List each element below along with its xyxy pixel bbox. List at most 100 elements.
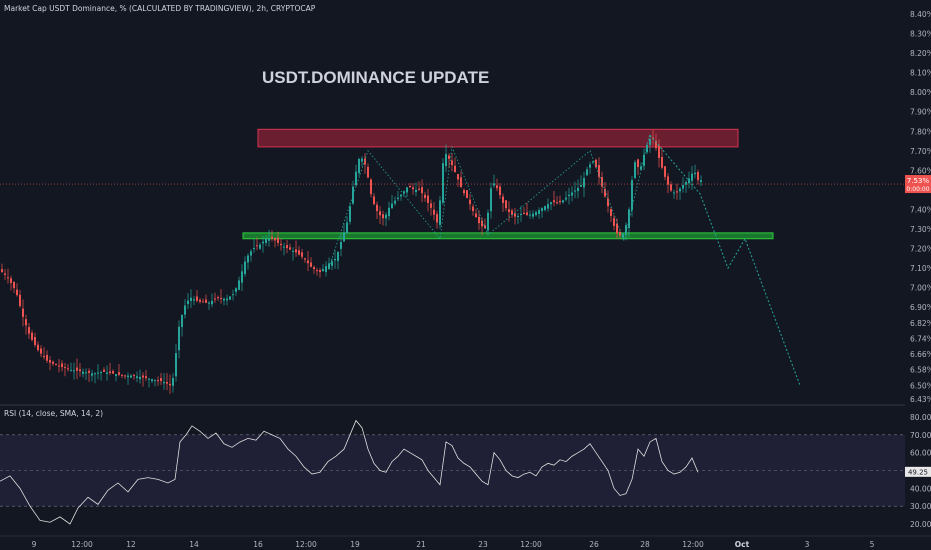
time-tick-label: Oct: [735, 540, 750, 549]
candle: [583, 178, 585, 188]
candle: [121, 374, 123, 376]
price-candles: [1, 129, 702, 394]
candle: [199, 299, 201, 302]
candle: [664, 166, 666, 177]
time-tick-label: 23: [478, 540, 488, 549]
candle: [478, 216, 480, 224]
candle: [298, 250, 300, 255]
price-tick-label: 7.70%: [910, 147, 931, 156]
time-tick-label: 21: [416, 540, 426, 549]
candle: [376, 204, 378, 212]
candle: [52, 361, 54, 364]
candle: [94, 373, 96, 375]
candle: [406, 187, 408, 193]
candle: [400, 194, 402, 197]
candle: [442, 163, 444, 203]
support-zone[interactable]: [242, 232, 774, 240]
candle: [241, 271, 243, 283]
rsi-tick-label: 30.00: [910, 502, 931, 511]
time-tick-label: 16: [253, 540, 263, 549]
candle: [673, 192, 675, 194]
candle: [670, 184, 672, 191]
candle: [223, 298, 225, 301]
price-tick-label: 7.60%: [910, 166, 931, 175]
candle: [658, 145, 660, 158]
candle: [643, 154, 645, 166]
candle: [295, 249, 297, 253]
candle: [283, 246, 285, 248]
candle: [388, 207, 390, 217]
candle: [133, 374, 135, 376]
candle: [457, 174, 459, 180]
price-tick-label: 7.00%: [910, 284, 931, 293]
candle: [259, 244, 261, 249]
candle: [412, 187, 414, 190]
candle: [76, 367, 78, 371]
rsi-header[interactable]: RSI (14, close, SMA, 14, 2): [4, 409, 103, 418]
candle: [655, 140, 657, 149]
candle: [595, 159, 597, 168]
candle: [589, 164, 591, 168]
candle: [145, 376, 147, 379]
candle: [382, 214, 384, 219]
candle: [172, 377, 174, 386]
candle: [109, 371, 111, 374]
candle: [37, 344, 39, 351]
candle: [613, 218, 615, 227]
candle: [469, 199, 471, 205]
candle: [22, 308, 24, 317]
candle: [343, 232, 345, 242]
candle: [640, 166, 642, 170]
candle: [220, 297, 222, 299]
candle: [100, 372, 102, 374]
candle: [232, 294, 234, 296]
candle: [205, 299, 207, 303]
candle: [31, 332, 33, 340]
candle: [61, 363, 63, 368]
candle: [448, 155, 450, 159]
candle: [85, 372, 87, 374]
candle: [433, 209, 435, 215]
candle: [28, 327, 30, 334]
candle: [40, 348, 42, 354]
candle: [508, 209, 510, 213]
candle: [523, 212, 525, 214]
candle: [418, 188, 420, 190]
candle: [4, 273, 6, 275]
candle: [181, 314, 183, 328]
candle: [568, 194, 570, 197]
candle: [331, 261, 333, 266]
price-tick-label: 8.40%: [910, 10, 931, 19]
resistance-zone[interactable]: [257, 128, 739, 148]
candle: [646, 144, 648, 153]
time-tick-label: 26: [589, 540, 599, 549]
candle: [553, 200, 555, 203]
candle: [367, 166, 369, 178]
candle: [124, 375, 126, 377]
candle: [475, 213, 477, 218]
price-tick-label: 7.90%: [910, 108, 931, 117]
candle: [556, 202, 558, 204]
candle: [604, 189, 606, 197]
candle: [481, 220, 483, 227]
price-tick-label: 6.58%: [910, 366, 931, 375]
symbol-header[interactable]: Market Cap USDT Dominance, % (CALCULATED…: [4, 4, 316, 13]
candle: [661, 156, 663, 168]
candle: [316, 270, 318, 272]
candle: [46, 354, 48, 361]
candle: [271, 237, 273, 239]
candle: [415, 189, 417, 193]
candle: [490, 188, 492, 212]
price-tick-label: 8.30%: [910, 30, 931, 39]
candle: [364, 158, 366, 165]
candle: [694, 172, 696, 175]
candle: [616, 223, 618, 234]
candle: [631, 180, 633, 211]
candle: [562, 200, 564, 203]
price-tick-label: 6.90%: [910, 303, 931, 312]
candle: [445, 154, 447, 167]
candle: [16, 289, 18, 296]
candle: [610, 209, 612, 216]
candle: [454, 165, 456, 172]
price-tick-label: 7.10%: [910, 264, 931, 273]
